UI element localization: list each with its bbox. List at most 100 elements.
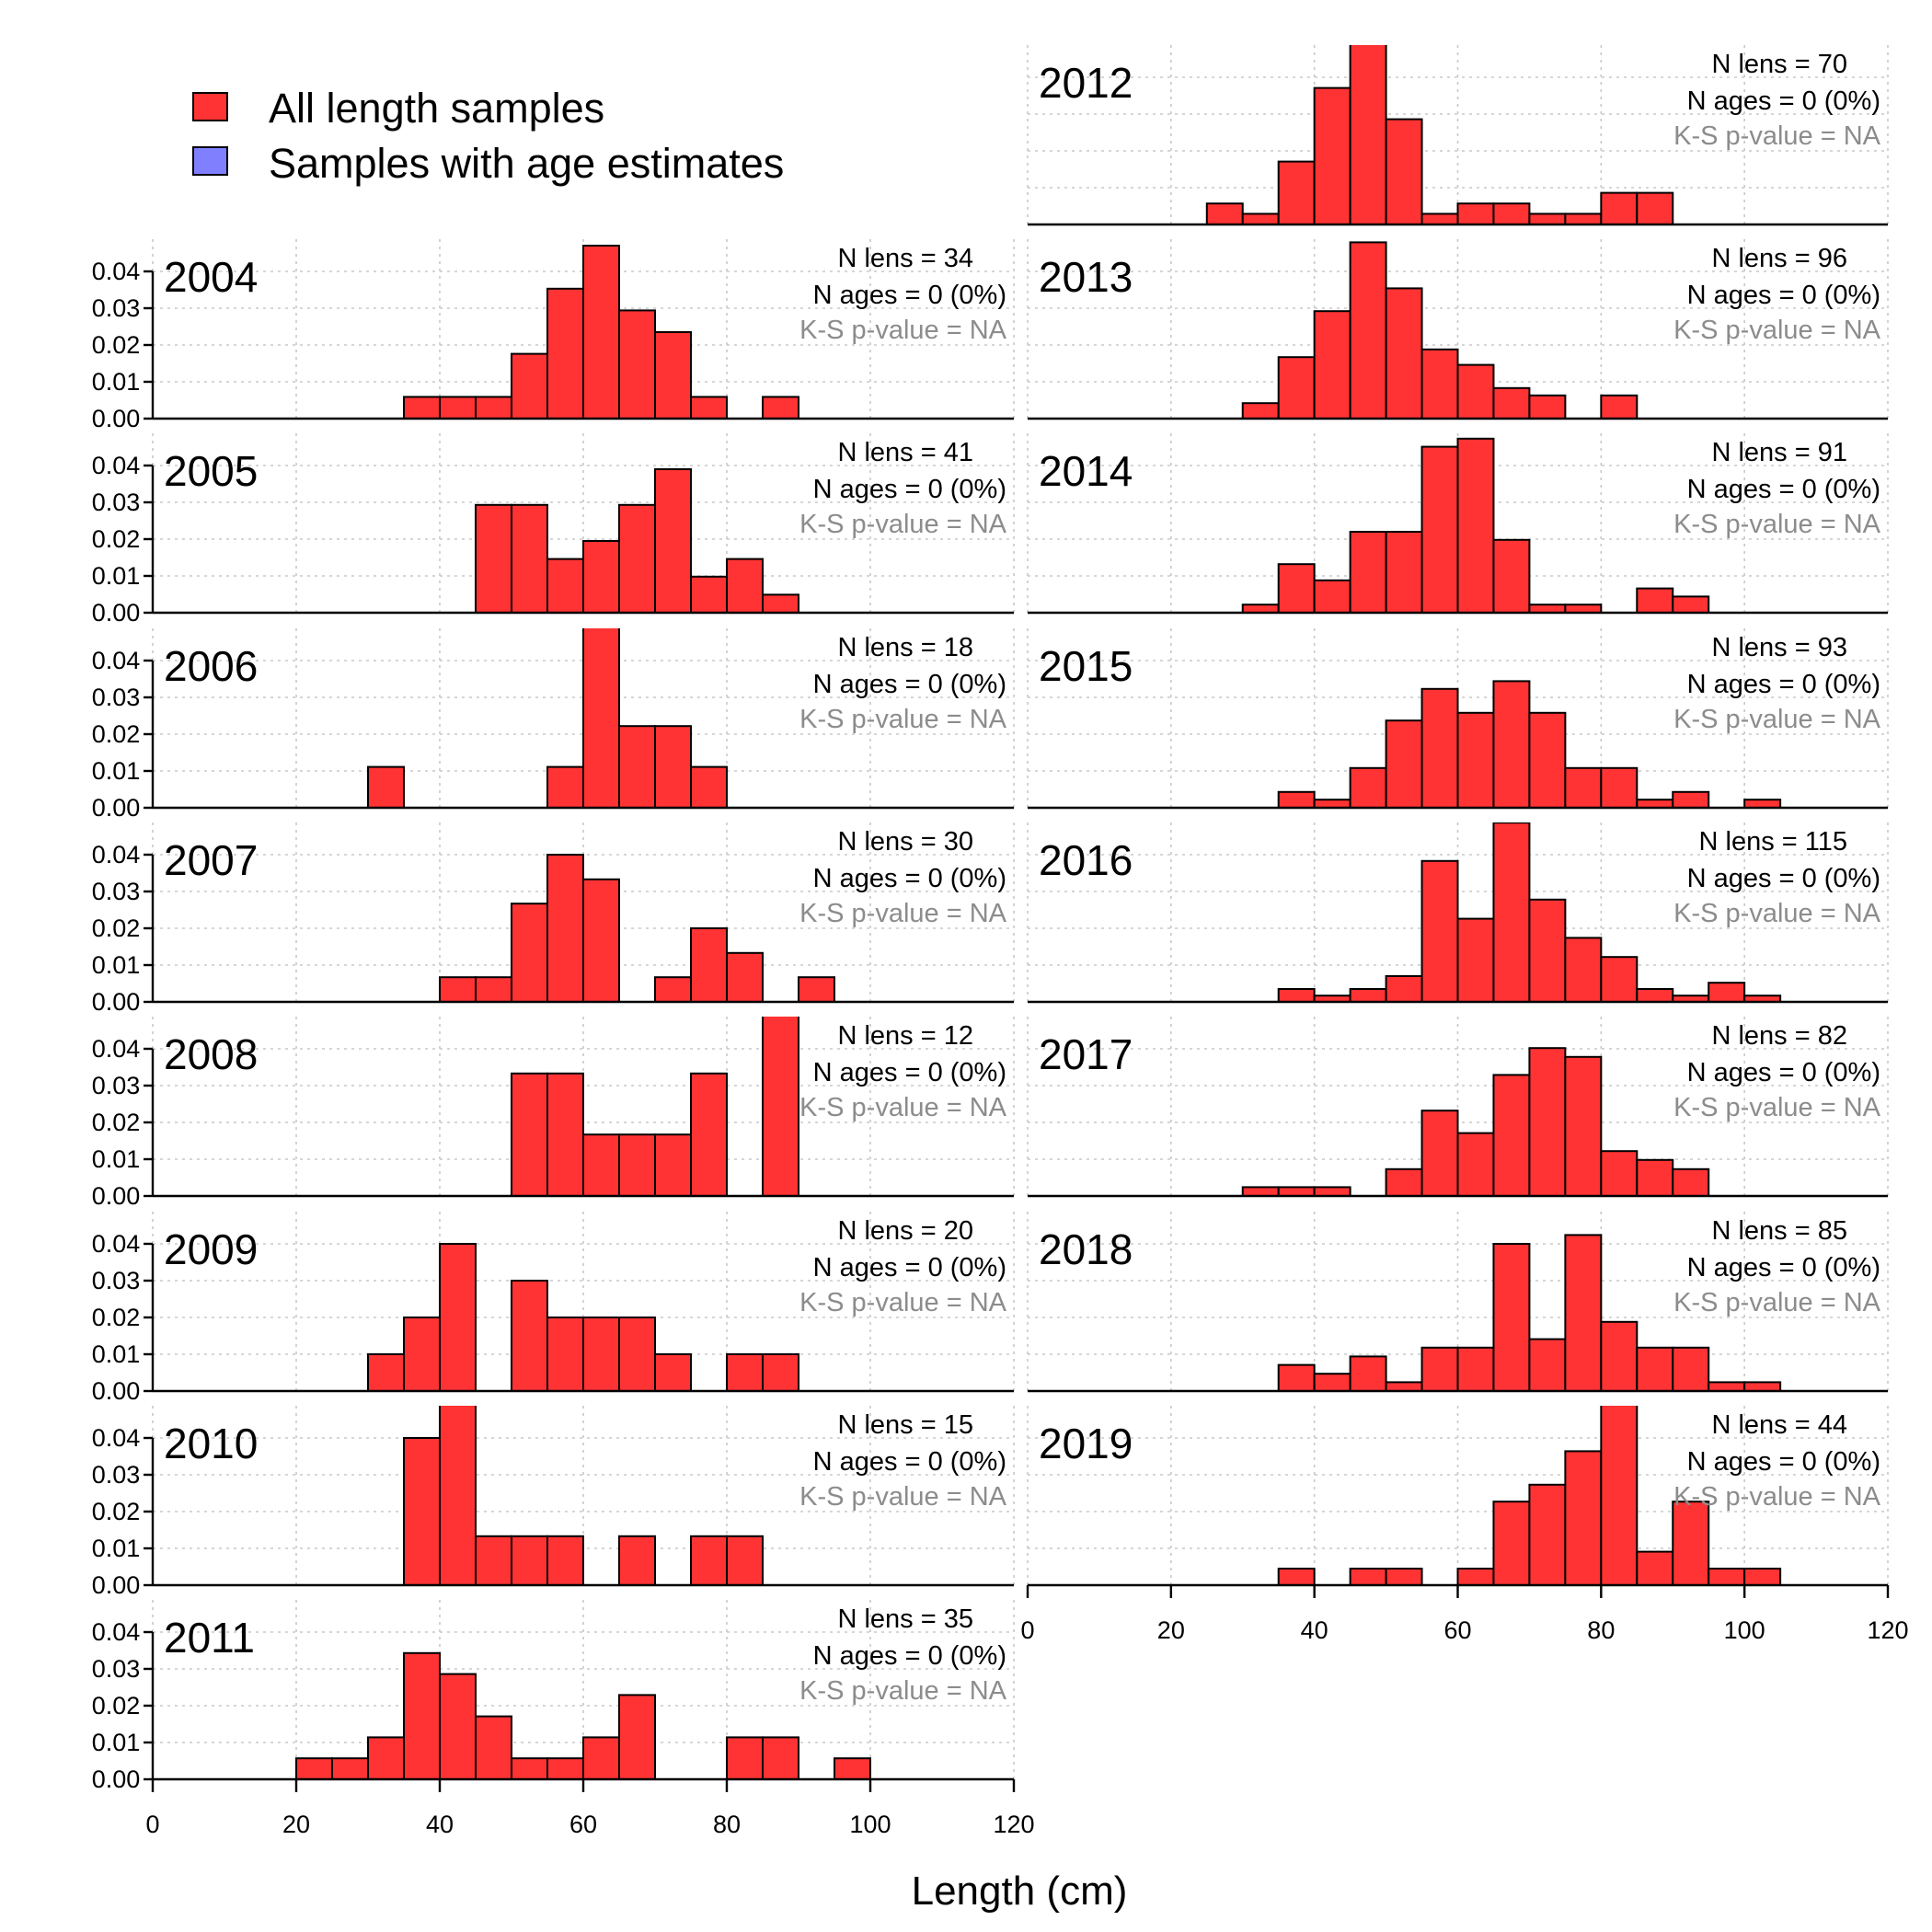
n-lens-label: N lens = 41 (837, 438, 973, 467)
ks-pvalue-label: K-S p-value = NA (1673, 705, 1881, 734)
histogram-bar (1672, 1346, 1710, 1393)
panels-layer: 0.00 0.01 0.02 0.03 0.04 2004 N lens = 34 N age… (92, 45, 1909, 1838)
histogram-bar (1492, 822, 1531, 1004)
histogram-bar (1420, 1346, 1459, 1393)
histogram-bar (475, 1535, 512, 1587)
panel-2005: 0.00 0.01 0.02 0.03 0.04 2005 N lens = 41 N age… (92, 433, 1015, 627)
ks-pvalue-label: K-S p-value = NA (1673, 121, 1881, 151)
histogram-bar (618, 309, 656, 420)
n-lens-label: N lens = 12 (837, 1021, 973, 1051)
histogram-bar (762, 1353, 799, 1392)
histogram-bar (1385, 1568, 1423, 1586)
histogram-bar (511, 1280, 548, 1392)
y-tick-label: 0.02 (92, 331, 141, 359)
histogram-bar (403, 1651, 441, 1781)
y-tick-label: 0.02 (92, 720, 141, 748)
histogram-bar (1456, 1132, 1495, 1197)
histogram-bar (1241, 604, 1280, 615)
histogram-bar (654, 725, 692, 810)
histogram-bar (1349, 988, 1387, 1003)
n-ages-label: N ages = 0 (0%) (1687, 1253, 1880, 1282)
histogram-bar (403, 1437, 441, 1586)
panel-year-label: 2014 (1039, 447, 1133, 495)
y-tick-label: 0.01 (92, 757, 141, 785)
histogram-bar (475, 976, 512, 1003)
x-tick-label: 120 (993, 1811, 1034, 1838)
bars-2005 (475, 468, 799, 615)
panel-year-label: 2015 (1039, 642, 1133, 690)
panel-year-label: 2018 (1039, 1225, 1133, 1273)
histogram-bar (546, 1317, 584, 1392)
x-tick-label: 0 (1020, 1616, 1034, 1644)
ks-pvalue-label: K-S p-value = NA (799, 1288, 1007, 1317)
y-tick-label: 0.03 (92, 1267, 141, 1294)
panel-year-label: 2017 (1039, 1030, 1133, 1078)
bars-2007 (439, 854, 835, 1004)
histogram-bar (1672, 790, 1710, 809)
histogram-bar (1564, 1234, 1603, 1393)
histogram-bar (1385, 287, 1423, 420)
histogram-bar (1564, 766, 1603, 809)
histogram-bar (1528, 711, 1567, 809)
y-tick-label: 0.02 (92, 914, 141, 942)
ks-pvalue-label: K-S p-value = NA (1673, 1288, 1881, 1317)
histogram-bar (1420, 687, 1459, 809)
histogram-bar (726, 558, 764, 614)
histogram-bar (1564, 604, 1603, 615)
histogram-bar (1528, 394, 1567, 420)
x-axis-label: Length (cm) (912, 1869, 1128, 1914)
x-tick-label: 120 (1867, 1616, 1908, 1644)
y-tick-label: 0.01 (92, 1729, 141, 1756)
n-lens-label: N lens = 85 (1711, 1216, 1847, 1246)
histogram-bar (367, 1353, 405, 1392)
histogram-bar (1528, 1338, 1567, 1392)
histogram-bar (1456, 917, 1495, 1003)
n-lens-label: N lens = 15 (837, 1410, 973, 1440)
bars-2013 (1241, 241, 1639, 420)
histogram-bar (367, 765, 405, 809)
histogram-bar (654, 1353, 692, 1392)
x-tick-label: 60 (1443, 1616, 1471, 1644)
histogram-bar (1708, 1381, 1746, 1393)
panel-2016: 2016 N lens = 115 N ages = 0 (0%) K-S p-val… (1027, 822, 1889, 1004)
histogram-bar (1277, 790, 1316, 809)
histogram-bar (726, 951, 764, 1004)
histogram-bar (1636, 587, 1674, 614)
histogram-bar (618, 1317, 656, 1392)
y-tick-label: 0.04 (92, 452, 141, 479)
y-tick-label: 0.00 (92, 988, 141, 1016)
ks-pvalue-label: K-S p-value = NA (1673, 316, 1881, 345)
n-ages-label: N ages = 0 (0%) (1687, 1447, 1880, 1477)
histogram-bar (618, 1694, 656, 1781)
x-tick-label: 40 (1301, 1616, 1328, 1644)
panel-2004: 0.00 0.01 0.02 0.03 0.04 2004 N lens = 34 N age… (92, 239, 1015, 432)
histogram-bar (331, 1757, 369, 1780)
x-tick-label: 0 (145, 1811, 159, 1838)
ks-pvalue-label: K-S p-value = NA (1673, 899, 1881, 928)
histogram-bar (582, 1736, 620, 1781)
histogram-bar (1564, 937, 1603, 1004)
x-tick-label: 60 (569, 1811, 597, 1838)
ks-pvalue-label: K-S p-value = NA (1673, 510, 1881, 539)
n-lens-label: N lens = 91 (1711, 438, 1847, 467)
panel-2018: 2018 N lens = 85 N ages = 0 (0%) K-S p-valu… (1027, 1212, 1889, 1393)
panel-2012: 2012 N lens = 70 N ages = 0 (0%) K-S p-valu… (1027, 45, 1889, 226)
histogram-bar (1528, 604, 1567, 615)
n-ages-label: N ages = 0 (0%) (813, 1058, 1006, 1087)
ks-pvalue-label: K-S p-value = NA (799, 899, 1007, 928)
histogram-bar (582, 878, 620, 1003)
histogram-bar (1420, 859, 1459, 1003)
y-tick-label: 0.04 (92, 1618, 141, 1646)
bars-2004 (403, 245, 799, 420)
n-ages-label: N ages = 0 (0%) (813, 1253, 1006, 1282)
histogram-bar (654, 1133, 692, 1197)
histogram-bar (367, 1736, 405, 1781)
n-lens-label: N lens = 82 (1711, 1021, 1847, 1051)
y-tick-label: 0.00 (92, 405, 141, 432)
histogram-bar (618, 1535, 656, 1587)
histogram-bar (1241, 1186, 1280, 1198)
histogram-bar (582, 1317, 620, 1392)
histogram-bar (475, 503, 512, 614)
histogram-bar (1600, 191, 1639, 226)
